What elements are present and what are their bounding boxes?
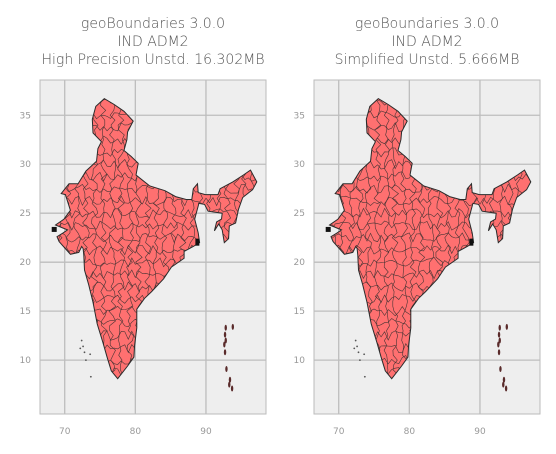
chart-subtitle: IND ADM2: [117, 34, 188, 50]
island-mark: [502, 376, 506, 383]
y-tick-label: 30: [20, 160, 32, 170]
x-tick-label: 70: [59, 427, 71, 437]
chart-subtitle: IND ADM2: [391, 34, 462, 50]
country-shape: [329, 98, 531, 379]
island-mark: [357, 351, 360, 354]
x-tick-label: 90: [474, 427, 486, 437]
delta-detail: [195, 238, 200, 246]
y-tick-label: 35: [20, 111, 31, 121]
map-panel-simplified: geoBoundaries 3.0.0 IND ADM2 Simplified Un…: [294, 16, 541, 437]
y-tick-label: 25: [20, 209, 31, 219]
y-tick-label: 30: [294, 160, 306, 170]
island-mark: [89, 375, 92, 378]
island-mark: [82, 345, 84, 348]
country-outline: [54, 97, 258, 380]
island-mark: [363, 353, 366, 356]
island-mark: [80, 339, 83, 342]
island-mark: [223, 331, 227, 338]
country-shape: [55, 98, 257, 379]
chart-subtitle: High Precision Unstd. 16.302MB: [42, 52, 265, 68]
island-mark: [498, 324, 501, 331]
island-mark: [224, 337, 227, 344]
country-outline: [328, 97, 532, 380]
island-mark: [224, 324, 227, 331]
island-mark: [89, 353, 92, 356]
island-mark: [85, 359, 87, 362]
island-mark: [83, 351, 86, 354]
island-mark: [228, 381, 231, 388]
island-mark: [498, 337, 501, 344]
coastal-detail: [325, 226, 331, 232]
y-tick-label: 15: [294, 307, 305, 317]
chart-subtitle: Simplified Unstd. 5.666MB: [335, 52, 520, 68]
island-mark: [363, 375, 366, 378]
island-mark: [79, 347, 82, 350]
island-mark: [497, 331, 501, 338]
island-mark: [504, 385, 508, 392]
x-tick-label: 90: [200, 427, 212, 437]
y-tick-label: 20: [294, 258, 306, 268]
x-tick-label: 70: [333, 427, 345, 437]
island-mark: [502, 381, 505, 388]
island-mark: [228, 376, 232, 383]
island-mark: [505, 323, 509, 330]
chart-title: geoBoundaries 3.0.0: [355, 16, 499, 32]
island-mark: [499, 365, 502, 372]
y-tick-label: 10: [20, 356, 32, 366]
x-tick-label: 80: [404, 427, 416, 437]
y-tick-label: 20: [20, 258, 32, 268]
x-tick-label: 80: [130, 427, 142, 437]
island-mark: [231, 323, 235, 330]
island-mark: [223, 341, 226, 348]
island-mark: [354, 339, 357, 342]
island-mark: [359, 359, 361, 362]
island-mark: [356, 345, 358, 348]
island-mark: [223, 349, 227, 356]
island-mark: [353, 347, 356, 350]
y-tick-label: 25: [294, 209, 305, 219]
y-tick-label: 15: [20, 307, 31, 317]
chart-title: geoBoundaries 3.0.0: [81, 16, 225, 32]
map-panel-high-precision: geoBoundaries 3.0.0 IND ADM2 High Precisio…: [20, 16, 267, 437]
island-mark: [230, 385, 234, 392]
island-mark: [225, 365, 228, 372]
island-mark: [497, 349, 501, 356]
coastal-detail: [51, 226, 57, 232]
y-tick-label: 10: [294, 356, 306, 366]
y-tick-label: 35: [294, 111, 305, 121]
delta-detail: [469, 238, 474, 246]
island-mark: [497, 341, 500, 348]
